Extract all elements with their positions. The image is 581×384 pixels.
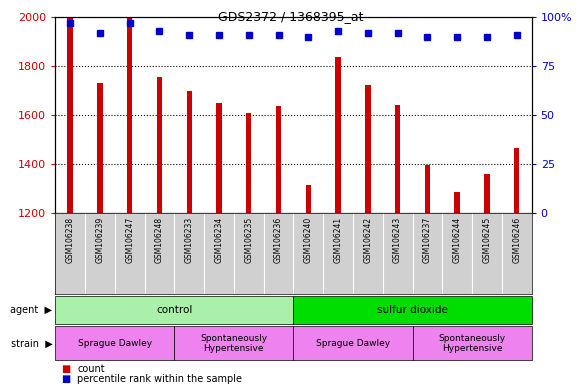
Text: GSM106248: GSM106248 [155, 217, 164, 263]
Text: GSM106243: GSM106243 [393, 217, 402, 263]
Text: sulfur dioxide: sulfur dioxide [377, 305, 448, 315]
Text: ■: ■ [61, 364, 70, 374]
Text: agent  ▶: agent ▶ [10, 305, 52, 315]
Bar [306, 185, 311, 213]
Text: Spontaneously
Hypertensive: Spontaneously Hypertensive [439, 334, 505, 353]
Text: GSM106247: GSM106247 [125, 217, 134, 263]
Bar [187, 91, 192, 213]
Bar [55, 296, 293, 324]
Text: GSM106244: GSM106244 [453, 217, 462, 263]
Text: count: count [77, 364, 105, 374]
Bar [67, 17, 73, 213]
Text: GSM106239: GSM106239 [95, 217, 105, 263]
Bar [216, 103, 221, 213]
Text: strain  ▶: strain ▶ [10, 338, 52, 348]
Bar [157, 77, 162, 213]
Bar [485, 174, 490, 213]
Bar [293, 296, 532, 324]
Text: GSM106234: GSM106234 [214, 217, 224, 263]
Text: ■: ■ [61, 374, 70, 384]
Bar [413, 326, 532, 360]
Bar [246, 113, 252, 213]
Bar [97, 83, 102, 213]
Text: GSM106233: GSM106233 [185, 217, 193, 263]
Bar [127, 17, 132, 213]
Bar [454, 192, 460, 213]
Text: GSM106245: GSM106245 [482, 217, 492, 263]
Text: GSM106238: GSM106238 [66, 217, 74, 263]
Text: GSM106236: GSM106236 [274, 217, 283, 263]
Text: GSM106242: GSM106242 [363, 217, 372, 263]
Text: Sprague Dawley: Sprague Dawley [78, 339, 152, 348]
Bar [514, 148, 519, 213]
Bar [335, 57, 340, 213]
Text: control: control [156, 305, 192, 315]
Bar [276, 106, 281, 213]
Text: percentile rank within the sample: percentile rank within the sample [77, 374, 242, 384]
Text: GSM106241: GSM106241 [333, 217, 343, 263]
Bar [174, 326, 293, 360]
Text: GSM106246: GSM106246 [512, 217, 521, 263]
Bar [395, 106, 400, 213]
Bar [293, 326, 413, 360]
Text: Spontaneously
Hypertensive: Spontaneously Hypertensive [200, 334, 267, 353]
Text: GSM106235: GSM106235 [244, 217, 253, 263]
Text: GDS2372 / 1368395_at: GDS2372 / 1368395_at [218, 10, 363, 23]
Bar [425, 166, 430, 213]
Bar [365, 85, 371, 213]
Text: Sprague Dawley: Sprague Dawley [316, 339, 390, 348]
Text: GSM106237: GSM106237 [423, 217, 432, 263]
Text: GSM106240: GSM106240 [304, 217, 313, 263]
Bar [55, 326, 174, 360]
